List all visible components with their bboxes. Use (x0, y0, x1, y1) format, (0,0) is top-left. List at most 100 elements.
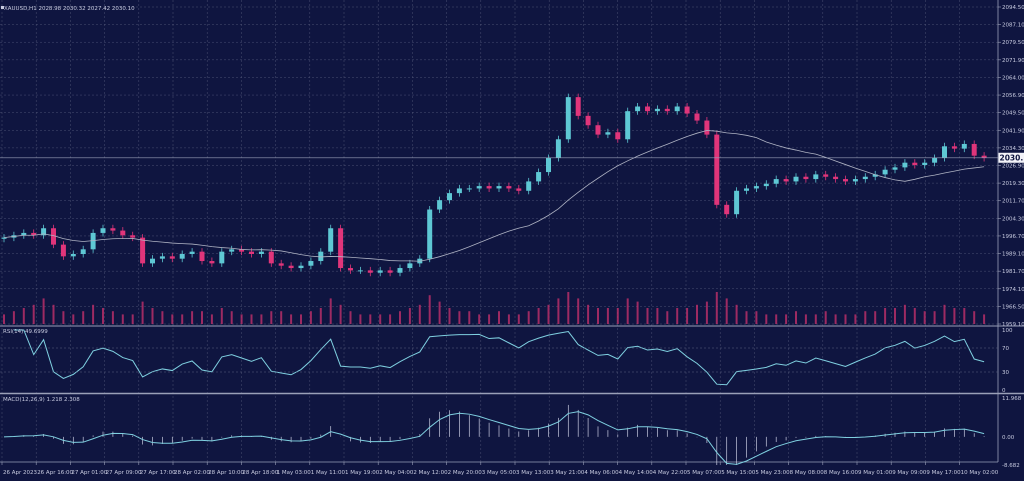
volume-bar (290, 314, 293, 324)
volume-bar (527, 311, 530, 324)
macd-tick-label: 0.00 (1002, 435, 1015, 441)
candle-body (278, 263, 284, 266)
time-tick-label: 3 May 13:00 (516, 470, 551, 476)
moving-average-line (3, 130, 985, 262)
time-tick-label: 28 Apr 18:00 (242, 470, 278, 476)
candle-body (110, 228, 116, 231)
candle-body (387, 270, 393, 273)
volume-bar (923, 311, 926, 324)
volume-bar (379, 314, 382, 324)
volume-bar (220, 308, 223, 324)
candle-body (595, 125, 601, 135)
volume-bar (814, 314, 817, 324)
volume-bar (686, 308, 689, 324)
candle-body (189, 251, 195, 254)
candle-body (704, 120, 710, 135)
candle-body (862, 176, 868, 180)
candle-body (90, 232, 96, 250)
candle-body (744, 188, 749, 191)
volume-bar (587, 304, 590, 324)
time-tick-label: 9 May 17:00 (926, 470, 961, 476)
volume-bar (438, 301, 441, 324)
candle-body (130, 235, 136, 238)
macd-tick-label: 11.968 (1002, 396, 1022, 402)
time-tick-label: 26 Apr 2023 (3, 470, 38, 476)
candle-body (546, 158, 551, 173)
candle-body (654, 108, 660, 112)
candle-body (625, 111, 631, 140)
volume-bar (468, 311, 471, 324)
time-tick-label: 5 May 15:00 (721, 470, 756, 476)
candle-body (585, 115, 591, 126)
candle-body (516, 188, 522, 191)
volume-bar (626, 298, 629, 324)
candle-body (793, 176, 799, 182)
candle-body (684, 106, 690, 114)
volume-bar (963, 308, 966, 324)
time-tick-label: 27 Apr 09:00 (106, 470, 142, 476)
time-tick-label: 8 May 16:00 (824, 470, 859, 476)
price-tick-label: 2011.70 (1002, 199, 1024, 205)
volume-bar (369, 314, 372, 324)
candle-body (338, 228, 344, 269)
volume-bar (300, 314, 302, 324)
candle-body (565, 97, 571, 140)
volume-bar (943, 304, 946, 324)
candle-body (892, 167, 898, 170)
price-tick-label: 2026.90 (1002, 164, 1024, 170)
volume-bar (656, 308, 659, 324)
candle-body (922, 162, 928, 166)
volume-bar (983, 314, 986, 324)
candle-body (932, 158, 938, 163)
volume-bar (785, 314, 788, 324)
time-tick-label: 27 Apr 01:00 (71, 470, 107, 476)
price-tick-label: 2064.00 (1002, 75, 1024, 81)
volume-bar (953, 308, 956, 324)
time-tick-label: 4 May 14:00 (619, 470, 654, 476)
volume-bar (230, 311, 233, 324)
price-tick-label: 2094.50 (1002, 5, 1024, 11)
macd-label: MACD(12,26,9) 1.218 2.308 (3, 397, 80, 403)
candle-body (159, 256, 165, 259)
time-tick-label: 5 May 07:00 (687, 470, 722, 476)
volume-bar (765, 314, 768, 324)
volume-bar (3, 314, 5, 324)
candle-body (21, 232, 27, 236)
candle-body (427, 209, 433, 259)
candle-body (437, 200, 443, 210)
candle-body (397, 268, 403, 273)
candle-body (951, 146, 957, 149)
volume-bar (448, 308, 451, 324)
volume-bar (824, 311, 827, 324)
volume-bar (32, 304, 35, 324)
volume-bar (507, 314, 510, 324)
time-tick-label: 28 Apr 10:00 (208, 470, 244, 476)
candle-body (377, 270, 383, 273)
volume-bar (349, 311, 352, 324)
macd-tick-label: -8.682 (1002, 463, 1020, 469)
volume-bar (428, 295, 431, 324)
candle-body (496, 186, 502, 189)
candle-body (100, 228, 106, 233)
volume-bar (705, 301, 708, 324)
volume-bar (12, 311, 15, 324)
time-tick-label: 4 May 22:00 (653, 470, 688, 476)
price-tick-label: 2087.10 (1002, 23, 1024, 29)
volume-bar (636, 301, 639, 324)
candle-body (971, 143, 977, 156)
candle-body (268, 251, 274, 264)
time-tick-label: 1 May 19:00 (345, 470, 380, 476)
volume-bar (745, 311, 748, 324)
candle-body (348, 268, 353, 271)
candle-body (150, 258, 155, 264)
price-tick-label: 1996.70 (1002, 234, 1024, 240)
candle-body (60, 244, 66, 257)
volume-bar (418, 304, 421, 324)
volume-bar (844, 314, 847, 324)
candle-body (615, 132, 621, 140)
volume-bar (240, 314, 243, 324)
time-tick-label: 2 May 20:00 (448, 470, 483, 476)
candle-body (140, 237, 146, 264)
candle-body (298, 265, 304, 269)
